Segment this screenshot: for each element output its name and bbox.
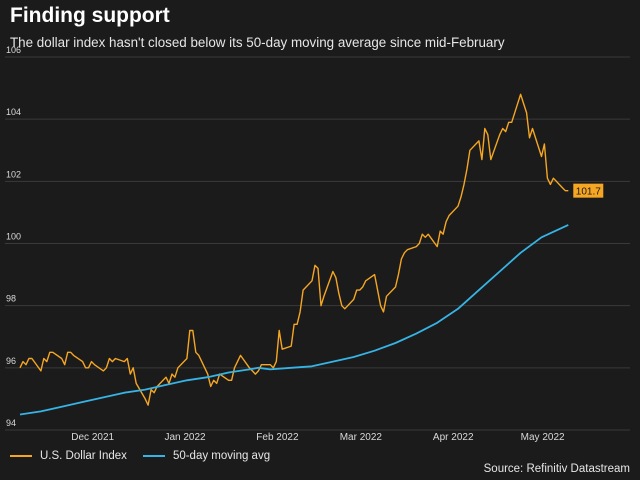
legend-swatch-moving-avg	[142, 455, 165, 457]
last-value-badge-bg	[573, 183, 604, 198]
legend-label-moving-avg: 50-day moving avg	[172, 450, 271, 462]
x-tick-label: Apr 2022	[433, 432, 474, 443]
legend-item-dollar-index: U.S. Dollar Index	[10, 450, 127, 462]
x-tick-label: May 2022	[521, 432, 565, 443]
legend-swatch-dollar-index	[10, 455, 32, 457]
series-lines	[19, 93, 569, 416]
x-tick-label: Jan 2022	[164, 432, 206, 443]
source-note: Source: Refinitiv Datastream	[483, 463, 630, 475]
y-tick-label: 94	[6, 418, 16, 428]
gridlines	[5, 56, 630, 431]
last-value-label: 101.7	[576, 187, 601, 198]
last-value-badge: 101.7	[573, 183, 604, 198]
x-tick-label: Feb 2022	[256, 432, 299, 443]
chart-subtitle: The dollar index hasn't closed below its…	[10, 35, 505, 50]
y-tick-label: 104	[6, 107, 21, 117]
x-tick-label: Mar 2022	[340, 432, 383, 443]
series-line-moving-avg	[19, 224, 569, 416]
y-tick-label: 96	[6, 356, 16, 366]
x-axis-labels: Dec 2021 Jan 2022 Feb 2022 Mar 2022 Apr 2022…	[71, 432, 565, 443]
y-tick-label: 98	[6, 294, 16, 304]
y-tick-label: 100	[6, 232, 21, 242]
series-line-dollar-index	[19, 93, 569, 406]
x-tick-label: Dec 2021	[71, 432, 114, 443]
y-tick-label: 102	[6, 169, 21, 179]
legend-item-moving-avg: 50-day moving avg	[142, 450, 271, 462]
chart-title: Finding support	[10, 4, 170, 27]
legend: U.S. Dollar Index 50-day moving avg	[10, 450, 286, 462]
y-axis-labels: 94 96 98 100 102 104 106	[6, 45, 21, 428]
legend-label-dollar-index: U.S. Dollar Index	[40, 450, 127, 462]
y-tick-label: 106	[6, 45, 21, 55]
